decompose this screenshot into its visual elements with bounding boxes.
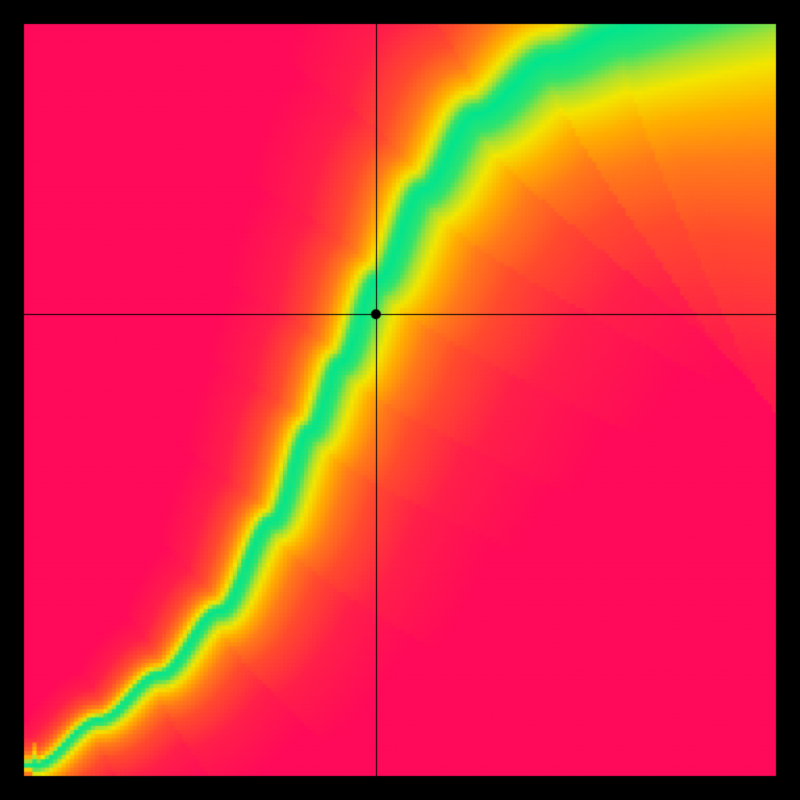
heatmap-canvas: [0, 0, 800, 800]
chart-container: TheBottleneck.com: [0, 0, 800, 800]
